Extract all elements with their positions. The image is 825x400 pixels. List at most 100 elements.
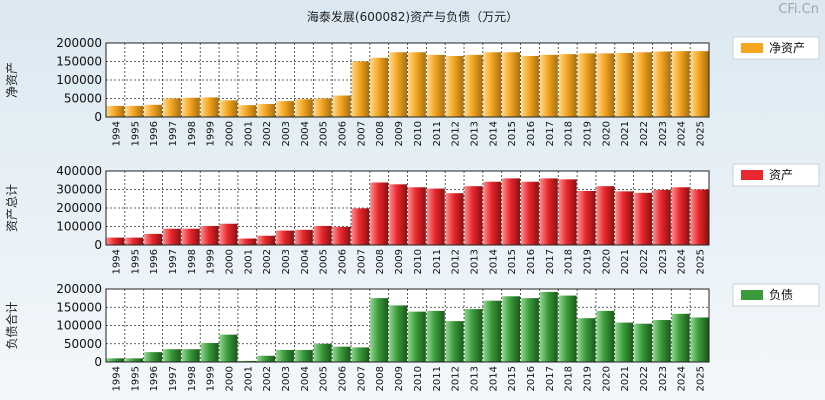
- y-tick-label: 0: [94, 110, 102, 124]
- bar-2009: [389, 52, 407, 117]
- bar-2017: [539, 54, 558, 117]
- plot-border: [105, 170, 710, 246]
- bar-2015: [502, 296, 521, 362]
- bar-2008: [370, 57, 389, 117]
- x-tick-label: 2022: [639, 366, 650, 391]
- x-tick-label: 2001: [243, 121, 254, 146]
- bar-2000: [219, 223, 238, 245]
- x-tick-label: 2010: [413, 121, 424, 146]
- y-tick-label: 200000: [56, 201, 102, 215]
- x-tick-label: 1997: [168, 366, 179, 391]
- bar-2007: [351, 208, 370, 245]
- bar-2006: [332, 95, 351, 117]
- x-tick-label: 1998: [187, 249, 198, 274]
- bar-2002: [257, 104, 276, 117]
- x-tick-label: 1997: [168, 121, 179, 146]
- legend-label: 资产: [769, 168, 793, 182]
- x-tick-label: 1996: [149, 121, 160, 146]
- legend-swatch: [741, 170, 763, 180]
- x-tick-label: 2018: [564, 121, 575, 146]
- x-tick-label: 2000: [224, 249, 235, 274]
- x-tick-label: 1994: [111, 366, 122, 391]
- x-tick-label: 1997: [168, 249, 179, 274]
- bar-2023: [652, 189, 671, 245]
- bar-2025: [690, 317, 709, 362]
- x-tick-label: 2000: [224, 121, 235, 146]
- x-tick-label: 2022: [639, 121, 650, 146]
- bar-1999: [200, 225, 219, 245]
- x-tick-label: 2016: [526, 249, 537, 274]
- bar-1996: [144, 233, 163, 245]
- x-tick-label: 2024: [677, 121, 688, 146]
- bar-2022: [634, 323, 652, 362]
- y-tick-label: 0: [94, 355, 102, 369]
- x-tick-label: 2012: [451, 366, 462, 391]
- bar-2015: [502, 52, 521, 117]
- bar-2021: [615, 322, 634, 362]
- x-tick-label: 2002: [262, 249, 273, 274]
- bar-2010: [408, 311, 426, 362]
- bar-1998: [181, 97, 200, 117]
- bar-2015: [502, 178, 521, 245]
- bar-2006: [332, 226, 351, 245]
- bar-2021: [615, 52, 634, 117]
- y-tick-label: 150000: [56, 300, 102, 314]
- x-tick-label: 2020: [601, 249, 612, 274]
- x-tick-label: 2021: [620, 366, 631, 391]
- x-tick-label: 2025: [696, 366, 707, 391]
- bar-1998: [181, 349, 200, 362]
- bar-2001: [238, 105, 257, 117]
- x-tick-label: 2011: [432, 121, 443, 146]
- chart-title: 海泰发展(600082)资产与负债（万元）: [306, 10, 519, 24]
- x-tick-label: 2015: [507, 121, 518, 146]
- bar-2022: [634, 52, 652, 117]
- y-tick-label: 50000: [64, 337, 102, 351]
- x-tick-label: 2004: [300, 249, 311, 274]
- plot-border: [105, 42, 710, 118]
- bar-2013: [464, 54, 483, 117]
- bar-2011: [426, 188, 445, 245]
- y-tick-label: 200000: [56, 36, 102, 50]
- x-tick-label: 2022: [639, 249, 650, 274]
- bar-1997: [163, 98, 181, 117]
- x-tick-label: 2024: [677, 249, 688, 274]
- bar-2003: [276, 101, 294, 117]
- bar-2005: [313, 98, 332, 117]
- y-tick-label: 100000: [56, 319, 102, 333]
- bar-2010: [408, 187, 426, 245]
- bar-2009: [389, 184, 407, 245]
- plot-border: [105, 288, 710, 363]
- bar-2012: [445, 55, 464, 117]
- x-tick-label: 2004: [300, 121, 311, 146]
- x-tick-label: 2023: [658, 121, 669, 146]
- bar-2001: [238, 238, 257, 245]
- bar-2014: [483, 181, 502, 245]
- bar-2012: [445, 193, 464, 245]
- x-tick-label: 2018: [564, 249, 575, 274]
- x-tick-label: 2016: [526, 366, 537, 391]
- legend-box: [732, 163, 820, 187]
- bar-1996: [144, 104, 163, 117]
- bar-2018: [558, 295, 577, 362]
- y-tick-label: 300000: [56, 183, 102, 197]
- bar-2018: [558, 179, 577, 245]
- bar-2000: [219, 334, 238, 362]
- x-tick-label: 2001: [243, 366, 254, 391]
- bar-1997: [163, 349, 181, 362]
- bar-2003: [276, 349, 294, 362]
- x-tick-label: 2023: [658, 366, 669, 391]
- bar-2024: [671, 187, 690, 245]
- x-tick-label: 2016: [526, 121, 537, 146]
- x-tick-label: 1999: [206, 366, 217, 391]
- x-tick-label: 2017: [545, 121, 556, 146]
- x-tick-label: 2010: [413, 366, 424, 391]
- bar-1995: [125, 358, 144, 362]
- bar-2006: [332, 346, 351, 362]
- x-tick-label: 1994: [111, 249, 122, 274]
- bar-1998: [181, 228, 200, 245]
- bar-2001: [238, 360, 257, 362]
- x-tick-label: 2011: [432, 249, 443, 274]
- bar-2012: [445, 321, 464, 362]
- x-tick-label: 2012: [451, 121, 462, 146]
- bar-2022: [634, 192, 652, 245]
